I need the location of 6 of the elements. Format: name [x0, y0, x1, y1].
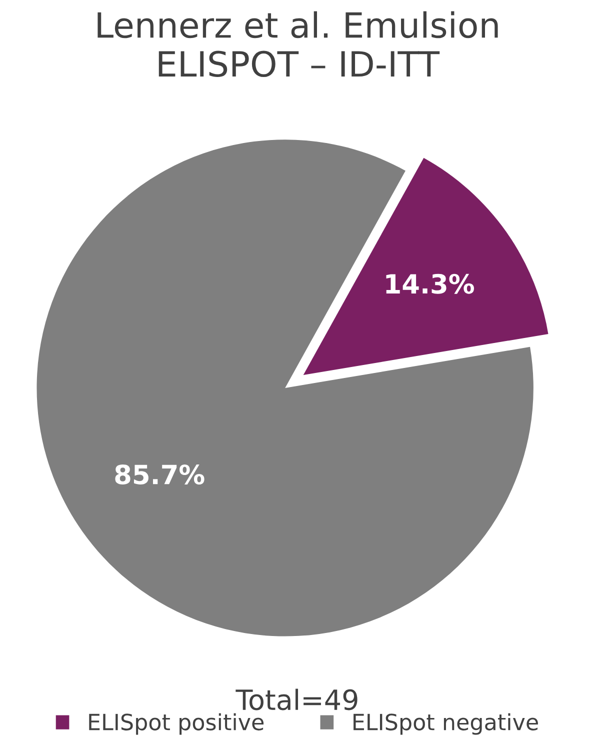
chart-title: Lennerz et al. Emulsion ELISPOT – ID-ITT [98, 11, 498, 78]
legend-label: ELISpot positive [89, 713, 264, 735]
data-label: 85.7% [115, 464, 204, 484]
data-label: 14.3% [386, 274, 474, 294]
text: Total=49 [236, 688, 358, 710]
legend-label: ELISpot negative [354, 713, 538, 735]
